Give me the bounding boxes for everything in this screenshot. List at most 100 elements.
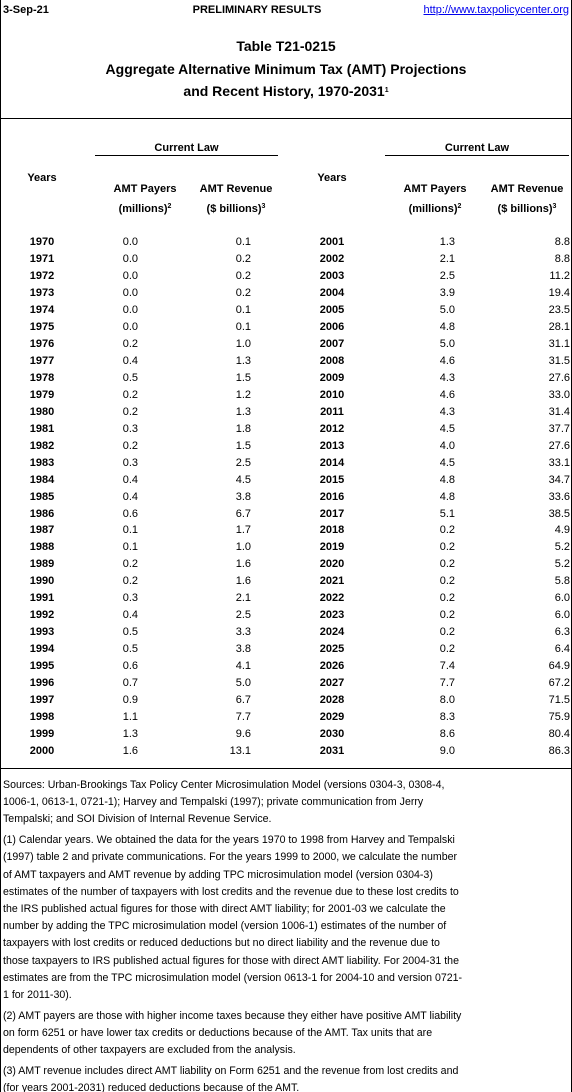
year-cell: 1979 — [29, 388, 55, 401]
year-cell: 2008 — [319, 354, 345, 367]
revenue-cell: 71.5 — [548, 694, 570, 707]
year-cell: 1984 — [29, 473, 55, 486]
group-underline — [385, 155, 569, 156]
year-cell: 2027 — [319, 677, 345, 690]
payers-unit-text: (millions) — [408, 203, 458, 215]
revenue-cell: 23.5 — [548, 303, 570, 316]
payers-cell: 0.5 — [122, 371, 138, 384]
note-line: (2) AMT payers are those with higher inc… — [3, 1009, 462, 1022]
revenue-cell: 1.8 — [235, 422, 251, 435]
year-cell: 1985 — [29, 490, 55, 503]
superscript: 2 — [457, 203, 462, 210]
revenue-cell: 13.1 — [229, 745, 251, 758]
payers-cell: 0.6 — [122, 507, 138, 520]
year-cell: 2023 — [319, 609, 345, 622]
revenue-cell: 5.2 — [554, 541, 570, 554]
url[interactable]: http://www.taxpolicycenter.org — [423, 4, 569, 16]
payers-cell: 4.0 — [439, 439, 455, 452]
note-line: taxpayers with lost credits or reduced d… — [3, 937, 440, 950]
revenue-cell: 9.6 — [235, 728, 251, 741]
revenue-cell: 7.7 — [235, 711, 251, 724]
year-cell: 2015 — [319, 473, 345, 486]
payers-cell: 4.8 — [439, 490, 455, 503]
payers-cell: 4.8 — [439, 473, 455, 486]
left-border — [0, 0, 1, 1092]
note-line: Sources: Urban-Brookings Tax Policy Cent… — [3, 779, 445, 791]
header-rule — [0, 118, 572, 119]
payers-cell: 0.2 — [122, 405, 138, 418]
note-line: (1997) table 2 and private communication… — [3, 851, 458, 864]
payers-unit-text: (millions) — [118, 203, 168, 215]
payers-cell: 0.7 — [122, 677, 138, 690]
payers-cell: 0.2 — [439, 609, 455, 622]
payers-cell: 0.2 — [439, 541, 455, 554]
revenue-cell: 8.8 — [554, 236, 570, 248]
year-cell: 1981 — [29, 422, 55, 435]
payers-cell: 8.0 — [439, 694, 455, 707]
payers-cell: 0.1 — [122, 524, 138, 537]
year-cell: 2002 — [319, 252, 345, 265]
note-line: 1 for 2011-30). — [3, 988, 72, 1001]
note-line: the IRS published actual figures for tho… — [3, 902, 446, 915]
payers-cell: 2.5 — [439, 269, 455, 282]
note-line: 1006-1, 0613-1, 0721-1); Harvey and Temp… — [3, 796, 424, 809]
revenue-cell: 6.0 — [554, 592, 570, 605]
year-cell: 1986 — [29, 507, 55, 520]
revenue-unit-text: ($ billions) — [206, 203, 262, 215]
note-line: dependents of other taxpayers are exclud… — [3, 1044, 296, 1056]
payers-cell: 0.2 — [439, 524, 455, 537]
revenue-cell: 28.1 — [548, 320, 570, 333]
year-cell: 2003 — [319, 269, 345, 282]
payers-cell: 2.1 — [439, 252, 455, 265]
year-cell: 2029 — [319, 711, 345, 724]
payers-cell: 0.3 — [122, 422, 138, 435]
revenue-cell: 34.7 — [548, 473, 570, 486]
title-line: Aggregate Alternative Minimum Tax (AMT) … — [0, 61, 572, 77]
note-line: Tempalski; and SOI Division of Internal … — [3, 813, 272, 826]
revenue-header: AMT Revenue — [199, 183, 273, 195]
revenue-cell: 2.5 — [235, 456, 251, 469]
revenue-cell: 6.7 — [235, 694, 251, 707]
payers-cell: 0.0 — [122, 252, 138, 265]
payers-cell: 0.5 — [122, 626, 138, 639]
group-underline — [95, 155, 278, 156]
payers-header: AMT Payers — [113, 183, 177, 195]
revenue-cell: 80.4 — [548, 728, 570, 741]
year-cell: 1995 — [29, 660, 55, 673]
revenue-cell: 4.9 — [554, 524, 570, 537]
payers-cell: 4.5 — [439, 456, 455, 469]
year-cell: 2018 — [319, 524, 345, 537]
year-cell: 1970 — [29, 236, 55, 248]
payers-cell: 0.4 — [122, 473, 138, 486]
revenue-cell: 8.8 — [554, 252, 570, 265]
payers-cell: 0.2 — [439, 575, 455, 588]
table-bottom-rule — [0, 768, 572, 769]
payers-cell: 0.2 — [439, 592, 455, 605]
year-cell: 1982 — [29, 439, 55, 452]
year-cell: 2026 — [319, 660, 345, 673]
status: PRELIMINARY RESULTS — [192, 4, 322, 16]
year-cell: 2001 — [319, 236, 345, 248]
revenue-cell: 1.3 — [235, 405, 251, 418]
year-cell: 2010 — [319, 388, 345, 401]
revenue-cell: 31.4 — [548, 405, 570, 418]
note-line: estimates are from the TPC microsimulati… — [3, 971, 463, 984]
revenue-cell: 1.7 — [235, 524, 251, 537]
payers-cell: 0.2 — [122, 558, 138, 571]
revenue-cell: 5.0 — [235, 677, 251, 690]
revenue-cell: 2.5 — [235, 609, 251, 622]
year-cell: 2022 — [319, 592, 345, 605]
year-cell: 1978 — [29, 371, 55, 384]
year-cell: 1983 — [29, 456, 55, 469]
revenue-cell: 4.1 — [235, 660, 251, 673]
title-text: Table T21-0215 — [236, 38, 336, 54]
payers-cell: 4.3 — [439, 405, 455, 418]
payers-cell: 8.6 — [439, 728, 455, 741]
year-cell: 1977 — [29, 354, 55, 367]
year-cell: 1997 — [29, 694, 55, 707]
revenue-cell: 19.4 — [548, 286, 570, 299]
revenue-cell: 1.6 — [235, 575, 251, 588]
revenue-cell: 1.5 — [235, 439, 251, 452]
payers-cell: 0.1 — [122, 541, 138, 554]
note-line: (3) AMT revenue includes direct AMT liab… — [3, 1064, 459, 1077]
